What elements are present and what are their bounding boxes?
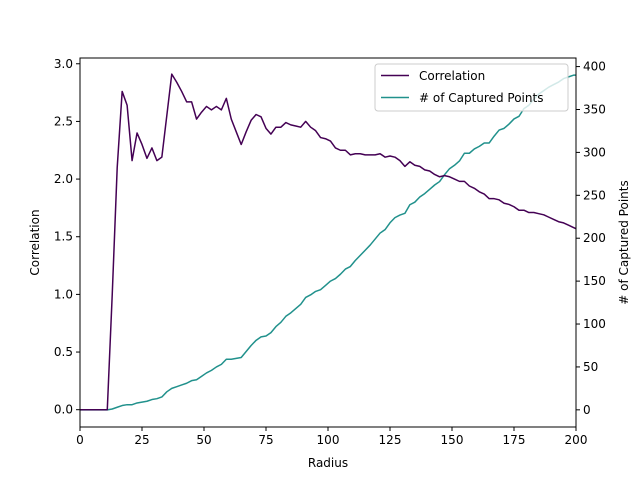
series-line-captured-points [80, 74, 576, 411]
plot-background [80, 58, 576, 427]
x-tick-label: 50 [196, 433, 211, 447]
x-tick-label: 125 [379, 433, 402, 447]
y-right-axis-ticks: 0 50 100 150 200 250 300 350 400 [576, 60, 606, 417]
y-left-tick-label: 2.0 [54, 172, 73, 186]
legend: Correlation # of Captured Points [374, 63, 569, 112]
x-tick-label: 175 [503, 433, 526, 447]
y-left-axis-label: Correlation [28, 209, 42, 275]
y-left-tick-label: 1.5 [54, 230, 73, 244]
x-tick-label: 200 [565, 433, 588, 447]
y-left-tick-label: 1.0 [54, 287, 73, 301]
x-axis-label: Radius [308, 456, 348, 470]
x-tick-label: 25 [134, 433, 149, 447]
y-left-axis-ticks: 0.0 0.5 1.0 1.5 2.0 2.5 3.0 [54, 57, 80, 417]
y-right-tick-label: 100 [583, 317, 606, 331]
x-tick-label: 150 [441, 433, 464, 447]
y-right-axis-label: # of Captured Points [617, 180, 631, 304]
y-left-tick-label: 2.5 [54, 114, 73, 128]
y-right-tick-label: 400 [583, 60, 606, 74]
y-left-tick-label: 0.0 [54, 403, 73, 417]
y-right-tick-label: 350 [583, 102, 606, 116]
legend-label-captured-points: # of Captured Points [419, 91, 543, 105]
y-right-tick-label: 0 [583, 403, 591, 417]
y-right-tick-label: 50 [583, 360, 598, 374]
series-layer [80, 73, 577, 411]
legend-box [374, 63, 569, 112]
series-line-correlation [80, 73, 577, 411]
y-right-tick-label: 300 [583, 145, 606, 159]
plot-area [80, 58, 576, 427]
y-right-tick-label: 200 [583, 231, 606, 245]
x-tick-label: 0 [76, 433, 84, 447]
y-right-tick-label: 150 [583, 274, 606, 288]
x-tick-label: 75 [258, 433, 273, 447]
x-tick-label: 100 [317, 433, 340, 447]
y-left-tick-label: 3.0 [54, 57, 73, 71]
y-left-tick-label: 0.5 [54, 345, 73, 359]
x-axis-ticks: 0 25 50 75 100 125 150 175 200 [76, 427, 587, 447]
y-right-tick-label: 250 [583, 188, 606, 202]
legend-label-correlation: Correlation [419, 69, 485, 83]
